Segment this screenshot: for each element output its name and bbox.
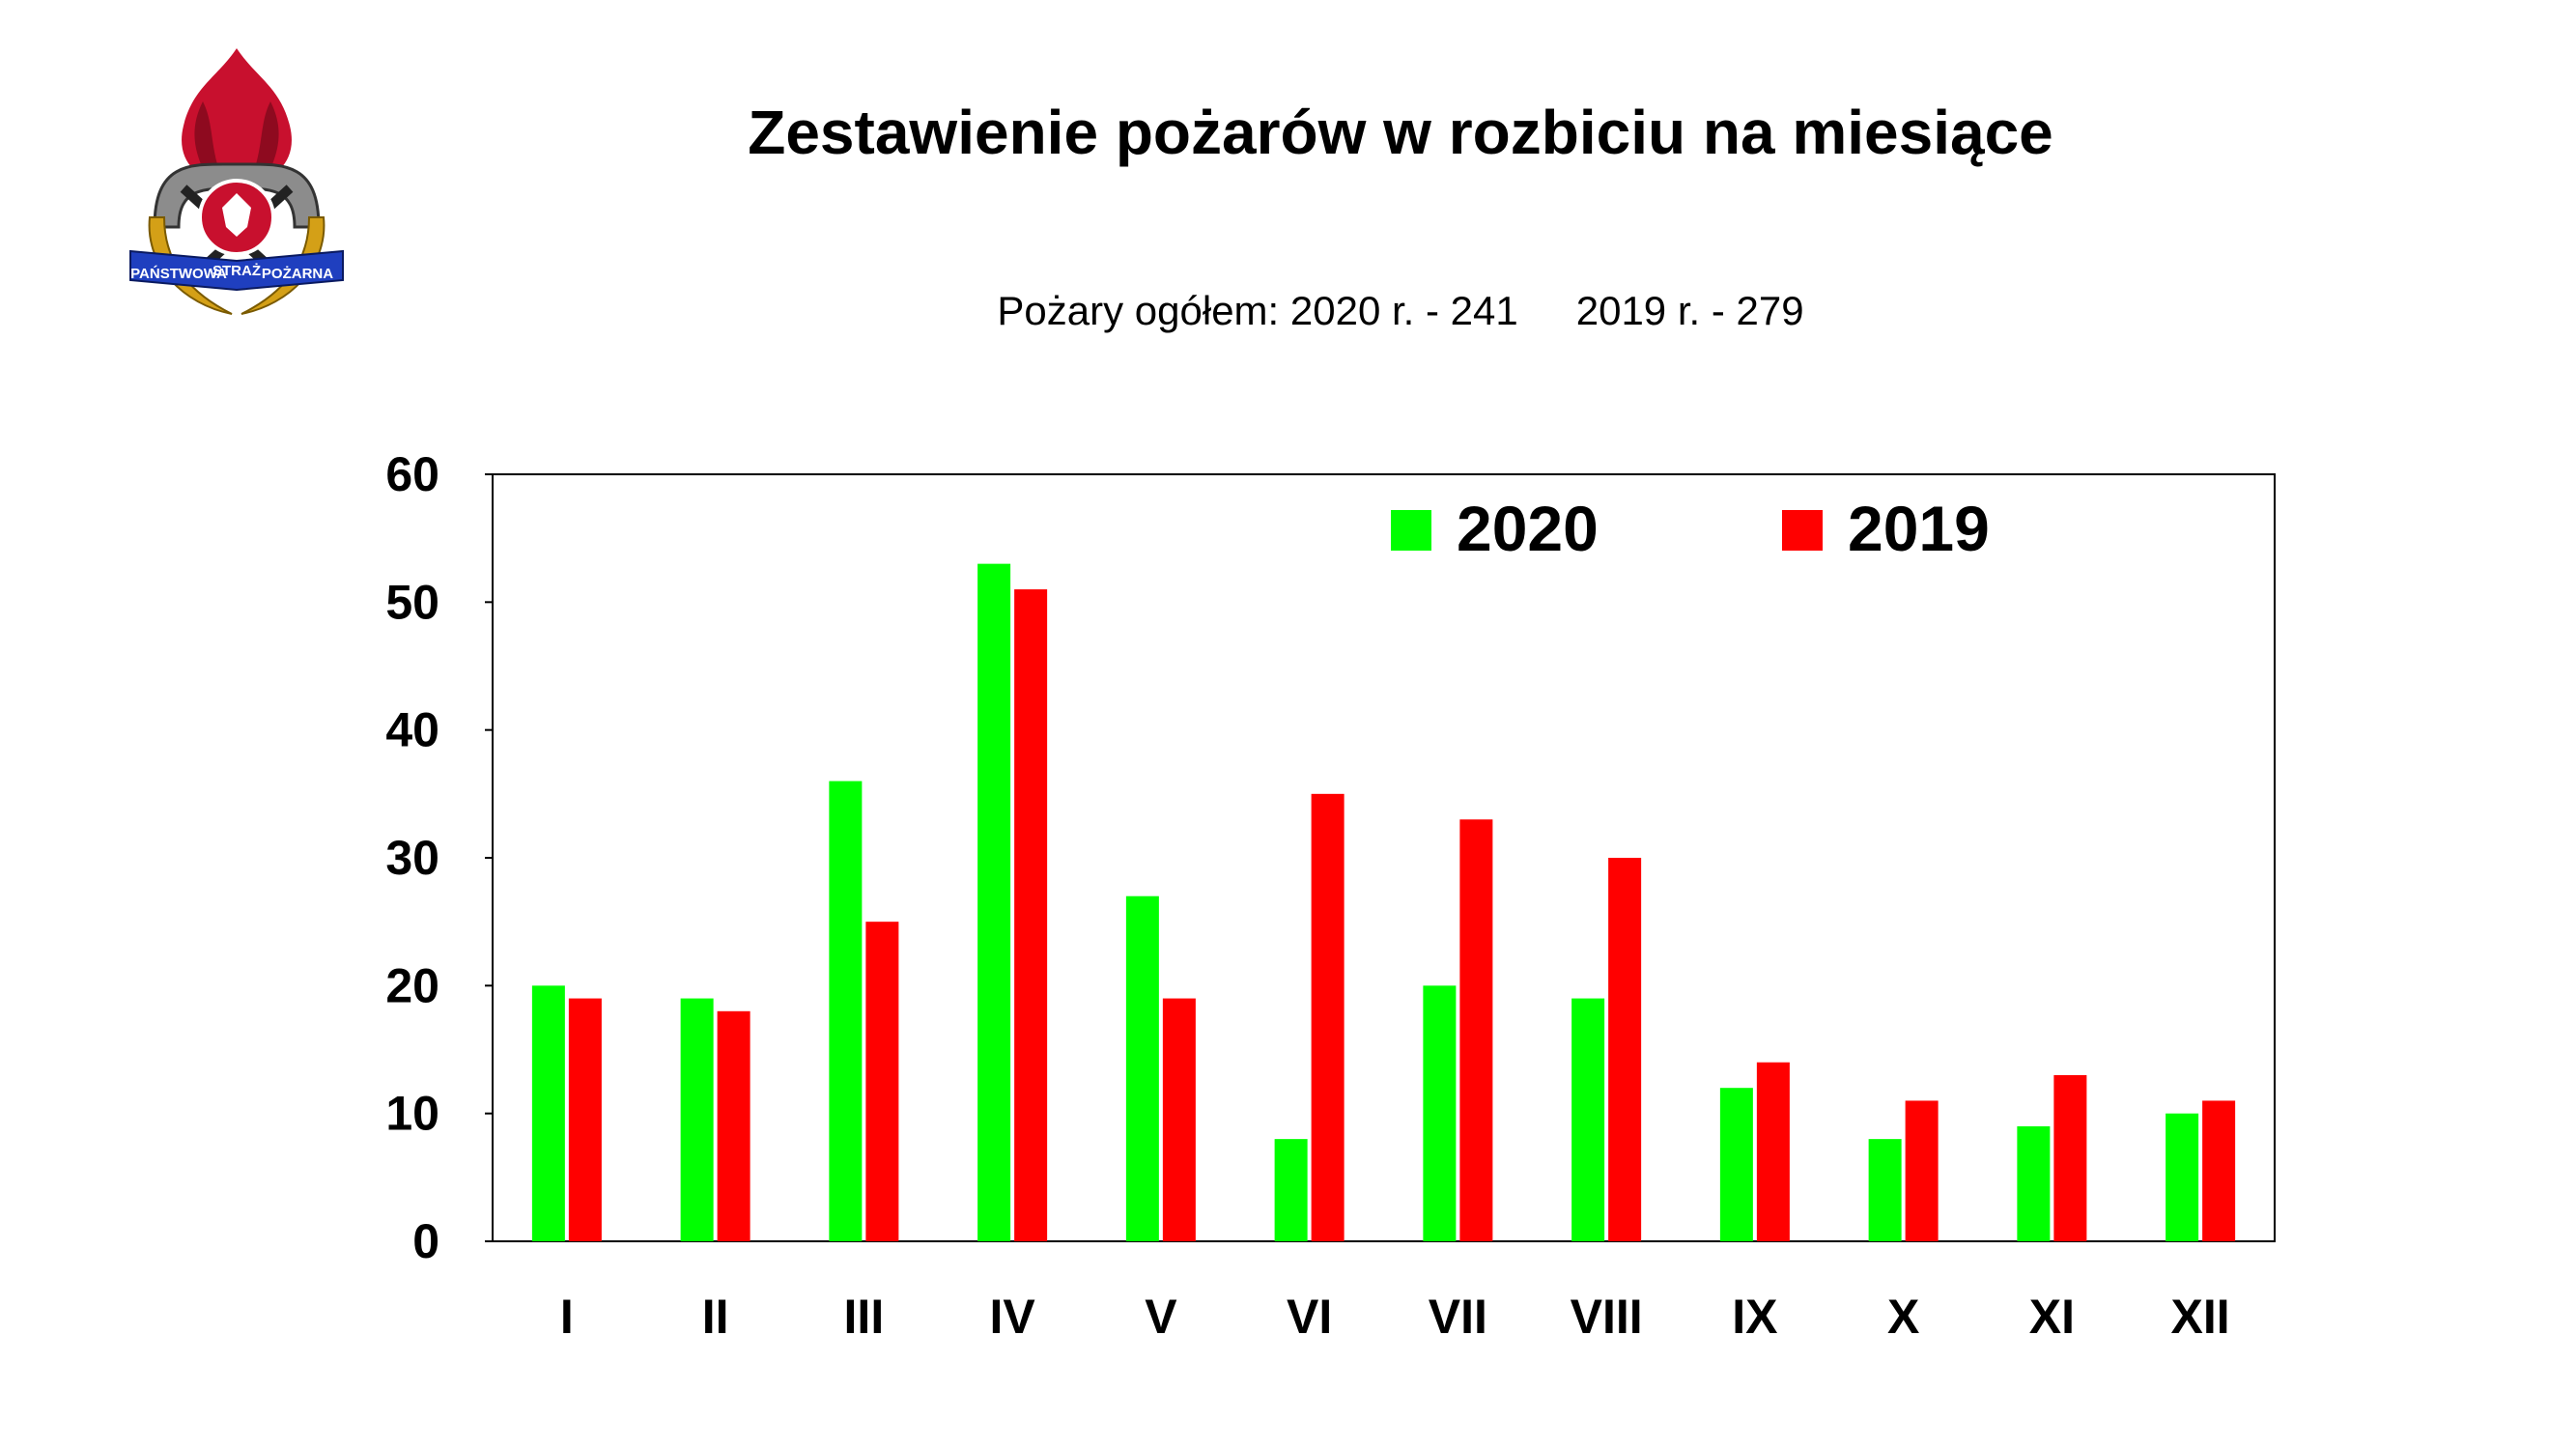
y-tick-label: 50 [385, 575, 439, 629]
x-tick-label: IX [1732, 1290, 1777, 1344]
legend-swatch-2020 [1391, 510, 1431, 551]
bar-2019-XI [2053, 1074, 2087, 1241]
x-tick-label: V [1145, 1290, 1177, 1344]
bar-2019-II [717, 1010, 750, 1241]
y-tick-label: 0 [412, 1214, 439, 1268]
bar-2020-I [531, 985, 565, 1241]
bar-2020-XII [2166, 1113, 2199, 1241]
chart-title: Zestawienie pożarów w rozbiciu na miesią… [748, 98, 2053, 167]
bar-2019-IV [1014, 589, 1048, 1241]
x-tick-label: XII [2171, 1290, 2230, 1344]
x-tick-label: I [560, 1290, 574, 1344]
y-tick-label: 40 [385, 703, 439, 757]
bar-2019-VII [1459, 819, 1493, 1241]
bar-2020-V [1125, 895, 1159, 1241]
y-tick-label: 30 [385, 831, 439, 885]
x-tick-label: XI [2029, 1290, 2075, 1344]
plot-area-frame [492, 473, 2276, 1242]
legend-label-2020: 2020 [1457, 493, 1599, 564]
y-tick-label: 60 [385, 447, 439, 501]
bar-2019-VI [1311, 793, 1345, 1241]
bar-2019-I [568, 998, 602, 1241]
x-tick-label: IV [990, 1290, 1036, 1344]
subtitle-total-2020: Pożary ogółem: 2020 r. - 241 [997, 288, 1518, 333]
bar-2019-VIII [1608, 858, 1642, 1241]
bar-2020-VI [1274, 1139, 1308, 1241]
bar-2020-X [1868, 1139, 1902, 1241]
x-tick-label: II [702, 1290, 729, 1344]
emblem-band-left: PAŃSTWOWA [130, 266, 227, 282]
x-tick-label: III [844, 1290, 885, 1344]
bar-2019-X [1905, 1100, 1939, 1241]
x-tick-label: X [1887, 1290, 1919, 1344]
emblem-band-right: POŻARNA [262, 266, 333, 282]
x-tick-label: VI [1287, 1290, 1332, 1344]
bar-2019-III [865, 922, 899, 1241]
y-tick-label: 20 [385, 958, 439, 1012]
legend-swatch-2019 [1782, 510, 1823, 551]
bar-2019-V [1162, 998, 1196, 1241]
fire-service-emblem-icon: PAŃSTWOWA STRAŻ POŻARNA [129, 48, 344, 315]
emblem-band-mid: STRAŻ [212, 263, 261, 279]
bar-2020-VII [1423, 985, 1457, 1241]
bar-2019-IX [1756, 1062, 1790, 1241]
bar-2020-XI [2017, 1125, 2051, 1241]
x-tick-label: VIII [1571, 1290, 1643, 1344]
subtitle-total-2019: 2019 r. - 279 [1575, 288, 1804, 333]
bar-2020-III [829, 781, 863, 1241]
legend-label-2019: 2019 [1848, 493, 1990, 564]
bar-2019-XII [2202, 1100, 2236, 1241]
y-tick-label: 10 [385, 1087, 439, 1141]
bar-2020-IX [1719, 1088, 1753, 1241]
chart-subtitle: Pożary ogółem: 2020 r. - 241 2019 r. - 27… [580, 288, 2222, 334]
bar-2020-IV [977, 563, 1011, 1241]
x-tick-label: VII [1429, 1290, 1487, 1344]
bar-2020-VIII [1571, 998, 1605, 1241]
bar-2020-II [680, 998, 714, 1241]
